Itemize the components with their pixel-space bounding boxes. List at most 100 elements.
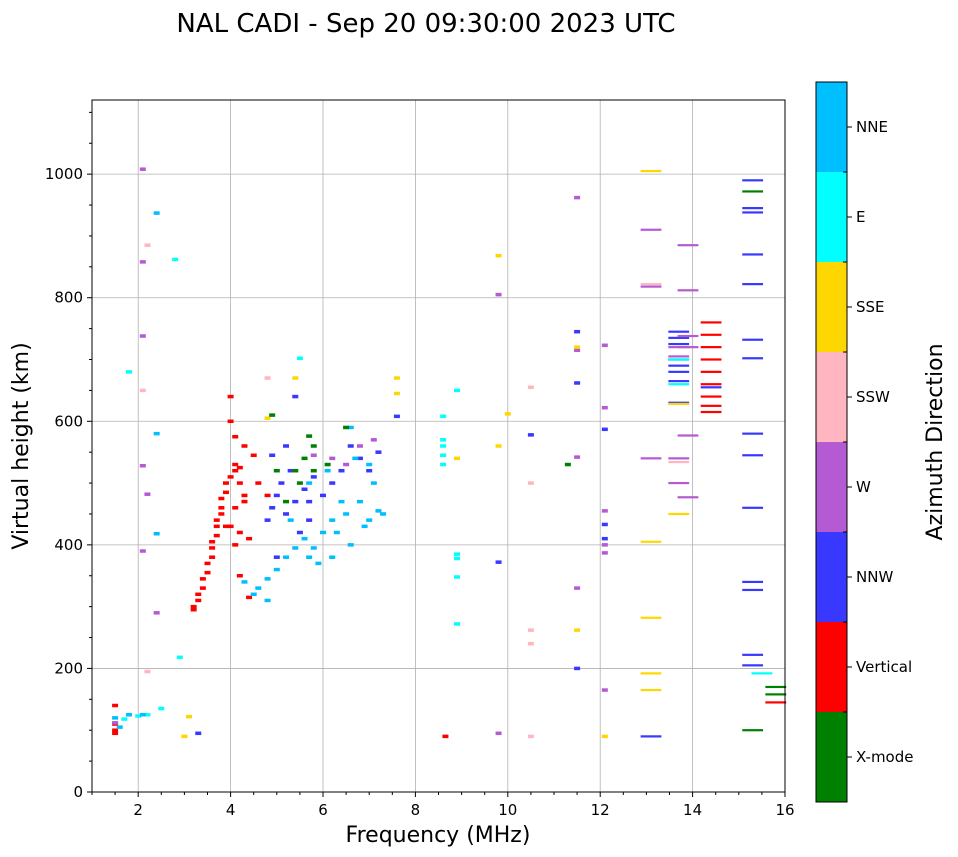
data-point-vertical [232,434,239,439]
data-point-nnw [574,329,581,334]
data-point-x-mode [301,456,308,461]
data-point-nnw [310,475,317,479]
grid-lines [92,100,785,792]
data-point-nnw [375,450,382,454]
x-tick-label: 6 [318,801,328,819]
data-point-vertical [209,555,216,559]
data-point-vertical [112,703,119,708]
data-point-nne [333,530,340,535]
data-point-ssw [527,385,534,390]
data-point-nnw [287,468,294,473]
data-point-w [144,492,151,496]
data-point-nnw [742,432,764,435]
data-point-w [310,453,317,458]
data-point-vertical [236,530,243,535]
data-point-nne [343,512,350,516]
data-point-nne [375,509,382,513]
data-point-nnw [742,211,764,214]
data-point-nnw [195,731,202,736]
data-point-nnw [668,364,690,367]
data-point-nnw [356,456,363,461]
data-point-sse [574,628,581,632]
data-point-e [440,444,447,448]
data-point-nnw [742,506,764,509]
data-point-nnw [742,283,764,286]
y-tick-label: 0 [73,783,83,801]
data-point-nnw [601,427,608,432]
colorbar-segment-vertical [816,622,847,712]
data-point-sse [668,512,690,516]
data-point-vertical [199,586,206,590]
data-point-nne [153,531,160,536]
data-point-vertical [218,512,225,516]
data-point-nnw [601,522,608,527]
colorbar-segment-e [816,172,847,262]
data-point-nne [356,499,363,504]
data-point-sse [640,688,662,692]
data-point-nnw [320,493,326,498]
data-point-sse [668,402,690,406]
data-point-ssw [527,481,534,485]
data-point-w [495,731,502,736]
chart-title: NAL CADI - Sep 20 09:30:00 2023 UTC [176,9,675,39]
x-tick-label: 8 [411,801,421,819]
data-point-w [677,244,699,247]
data-point-w [574,455,581,459]
data-point-sse [181,734,188,739]
data-point-nnw [393,414,400,419]
data-point-w [677,289,699,292]
data-point-w [356,444,363,448]
data-point-vertical [222,490,229,495]
data-point-nne [264,598,271,603]
data-point-ssw [264,376,271,380]
data-point-x-mode [765,685,787,689]
data-point-nnw [742,179,764,182]
data-point-vertical [241,499,248,504]
data-point-vertical [227,394,234,399]
data-point-nnw [366,468,373,473]
data-point-x-mode [269,413,276,417]
data-point-nne [139,713,146,717]
data-point-x-mode [742,729,764,732]
data-point-vertical [700,346,722,349]
data-point-x-mode [283,499,290,504]
data-point-vertical [227,419,234,424]
data-point-nnw [700,386,722,389]
data-point-vertical [213,533,220,538]
data-point-nnw [329,481,336,485]
data-point-w [601,688,608,692]
colorbar: X-mode Vertical NNW W SSW SSE E NNE [815,81,913,803]
data-point-nne [153,431,160,436]
data-point-sse [574,345,581,349]
data-point-e [296,356,303,361]
data-point-sse [393,391,400,396]
data-point-vertical [112,728,119,732]
data-point-vertical [195,592,202,597]
y-tick-label: 800 [54,289,83,307]
data-point-nnw [742,338,764,341]
data-point-nne [306,555,313,559]
data-point-e [440,453,447,458]
data-point-w [601,543,608,547]
data-point-nne [153,211,160,215]
data-point-e [453,575,460,579]
data-point-sse [640,169,662,173]
data-point-vertical [218,496,225,501]
x-tick-label: 10 [498,801,517,819]
data-point-ssw [527,734,534,739]
data-point-w [640,457,662,460]
data-point-nnw [574,666,581,671]
data-point-nnw [742,253,764,256]
data-point-nnw [668,342,690,346]
data-point-w [153,611,160,615]
data-point-e [668,383,690,386]
data-point-nnw [347,444,354,448]
data-point-w [668,355,690,358]
data-point-nne [273,567,280,572]
data-point-nne [125,713,132,717]
x-tick-label: 2 [133,801,143,819]
data-point-nne [241,580,248,584]
data-point-e [125,370,132,374]
data-point-e [453,622,460,626]
data-point-nnw [574,381,581,385]
